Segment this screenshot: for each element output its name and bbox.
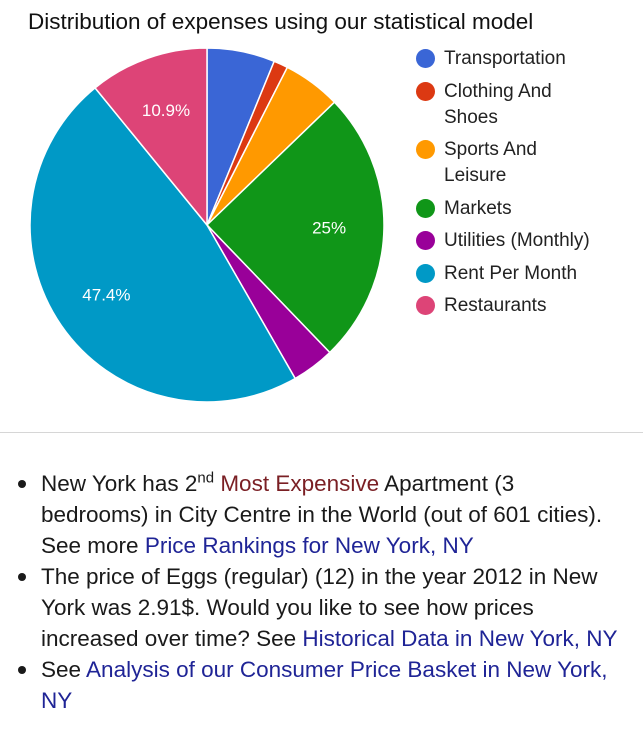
fact-text: New York has 2 (41, 471, 198, 496)
chart-title: Distribution of expenses using our stati… (28, 9, 534, 34)
legend-label: Clothing And (444, 80, 552, 102)
chart-section: Distribution of expenses using our stati… (28, 9, 643, 403)
highlight-link[interactable]: Most Expensive (220, 471, 380, 496)
legend-label: Sports And (444, 139, 537, 160)
fact-text: The price of Eggs (regular) (12) in the … (41, 564, 598, 651)
legend-item[interactable]: Markets (414, 196, 643, 222)
fact-text: Apartment (3 bedrooms) in City Centre in… (41, 471, 603, 558)
legend-swatch-icon (416, 49, 435, 68)
legend-swatch-icon (416, 231, 435, 250)
pie-chart: 25% 47.4% 10.9% (29, 47, 385, 403)
legend-swatch-icon (416, 296, 435, 315)
legend-swatch-icon (416, 140, 435, 159)
legend-label: Markets (444, 197, 512, 219)
bullet-icon (18, 480, 26, 488)
facts-list: New York has 2nd Most Expensive Apartmen… (0, 468, 643, 716)
legend-item[interactable]: Clothing And Shoes (414, 79, 643, 131)
legend-swatch-icon (416, 198, 435, 218)
fact-item: New York has 2nd Most Expensive Apartmen… (0, 468, 643, 561)
legend-item[interactable]: Transportation (414, 46, 643, 72)
fact-link[interactable]: Historical Data in New York, NY (302, 626, 618, 651)
pie-slice-markets[interactable] (205, 101, 385, 354)
legend-swatch-icon (416, 81, 435, 101)
legend-label-continued: Leisure (444, 165, 507, 186)
pie-slice-rent-per-month[interactable] (29, 86, 297, 403)
legend-label: Restaurants (444, 295, 547, 316)
legend-item[interactable]: Sports And Leisure (414, 137, 643, 189)
facts-section: New York has 2nd Most Expensive Apartmen… (0, 434, 643, 750)
slice-label: 25% (312, 218, 346, 237)
legend-item[interactable]: Rent Per Month (414, 261, 643, 287)
bullet-icon (18, 666, 26, 674)
section-divider (0, 432, 643, 433)
slice-label: 47.4% (82, 285, 130, 304)
bullet-icon (18, 573, 26, 581)
legend-label: Transportation (444, 48, 566, 69)
fact-text: See (41, 657, 87, 682)
legend-item[interactable]: Utilities (Monthly) (414, 228, 643, 254)
chart-legend: Transportation Clothing And Shoes Sports An… (414, 46, 643, 326)
pie-slice-restaurants[interactable] (93, 47, 208, 228)
fact-link[interactable]: Analysis of our Consumer Price Basket in… (41, 657, 608, 713)
legend-item[interactable]: Restaurants (414, 293, 643, 319)
fact-item: See Analysis of our Consumer Price Baske… (0, 654, 643, 716)
legend-label: Rent Per Month (444, 262, 578, 284)
ordinal-suffix: nd (197, 469, 215, 487)
legend-label-continued: Shoes (444, 106, 498, 128)
legend-swatch-icon (416, 263, 435, 283)
legend-label: Utilities (Monthly) (444, 230, 590, 251)
fact-link[interactable]: Price Rankings for New York, NY (144, 533, 474, 558)
fact-item: The price of Eggs (regular) (12) in the … (0, 561, 643, 654)
slice-label: 10.9% (142, 101, 190, 120)
